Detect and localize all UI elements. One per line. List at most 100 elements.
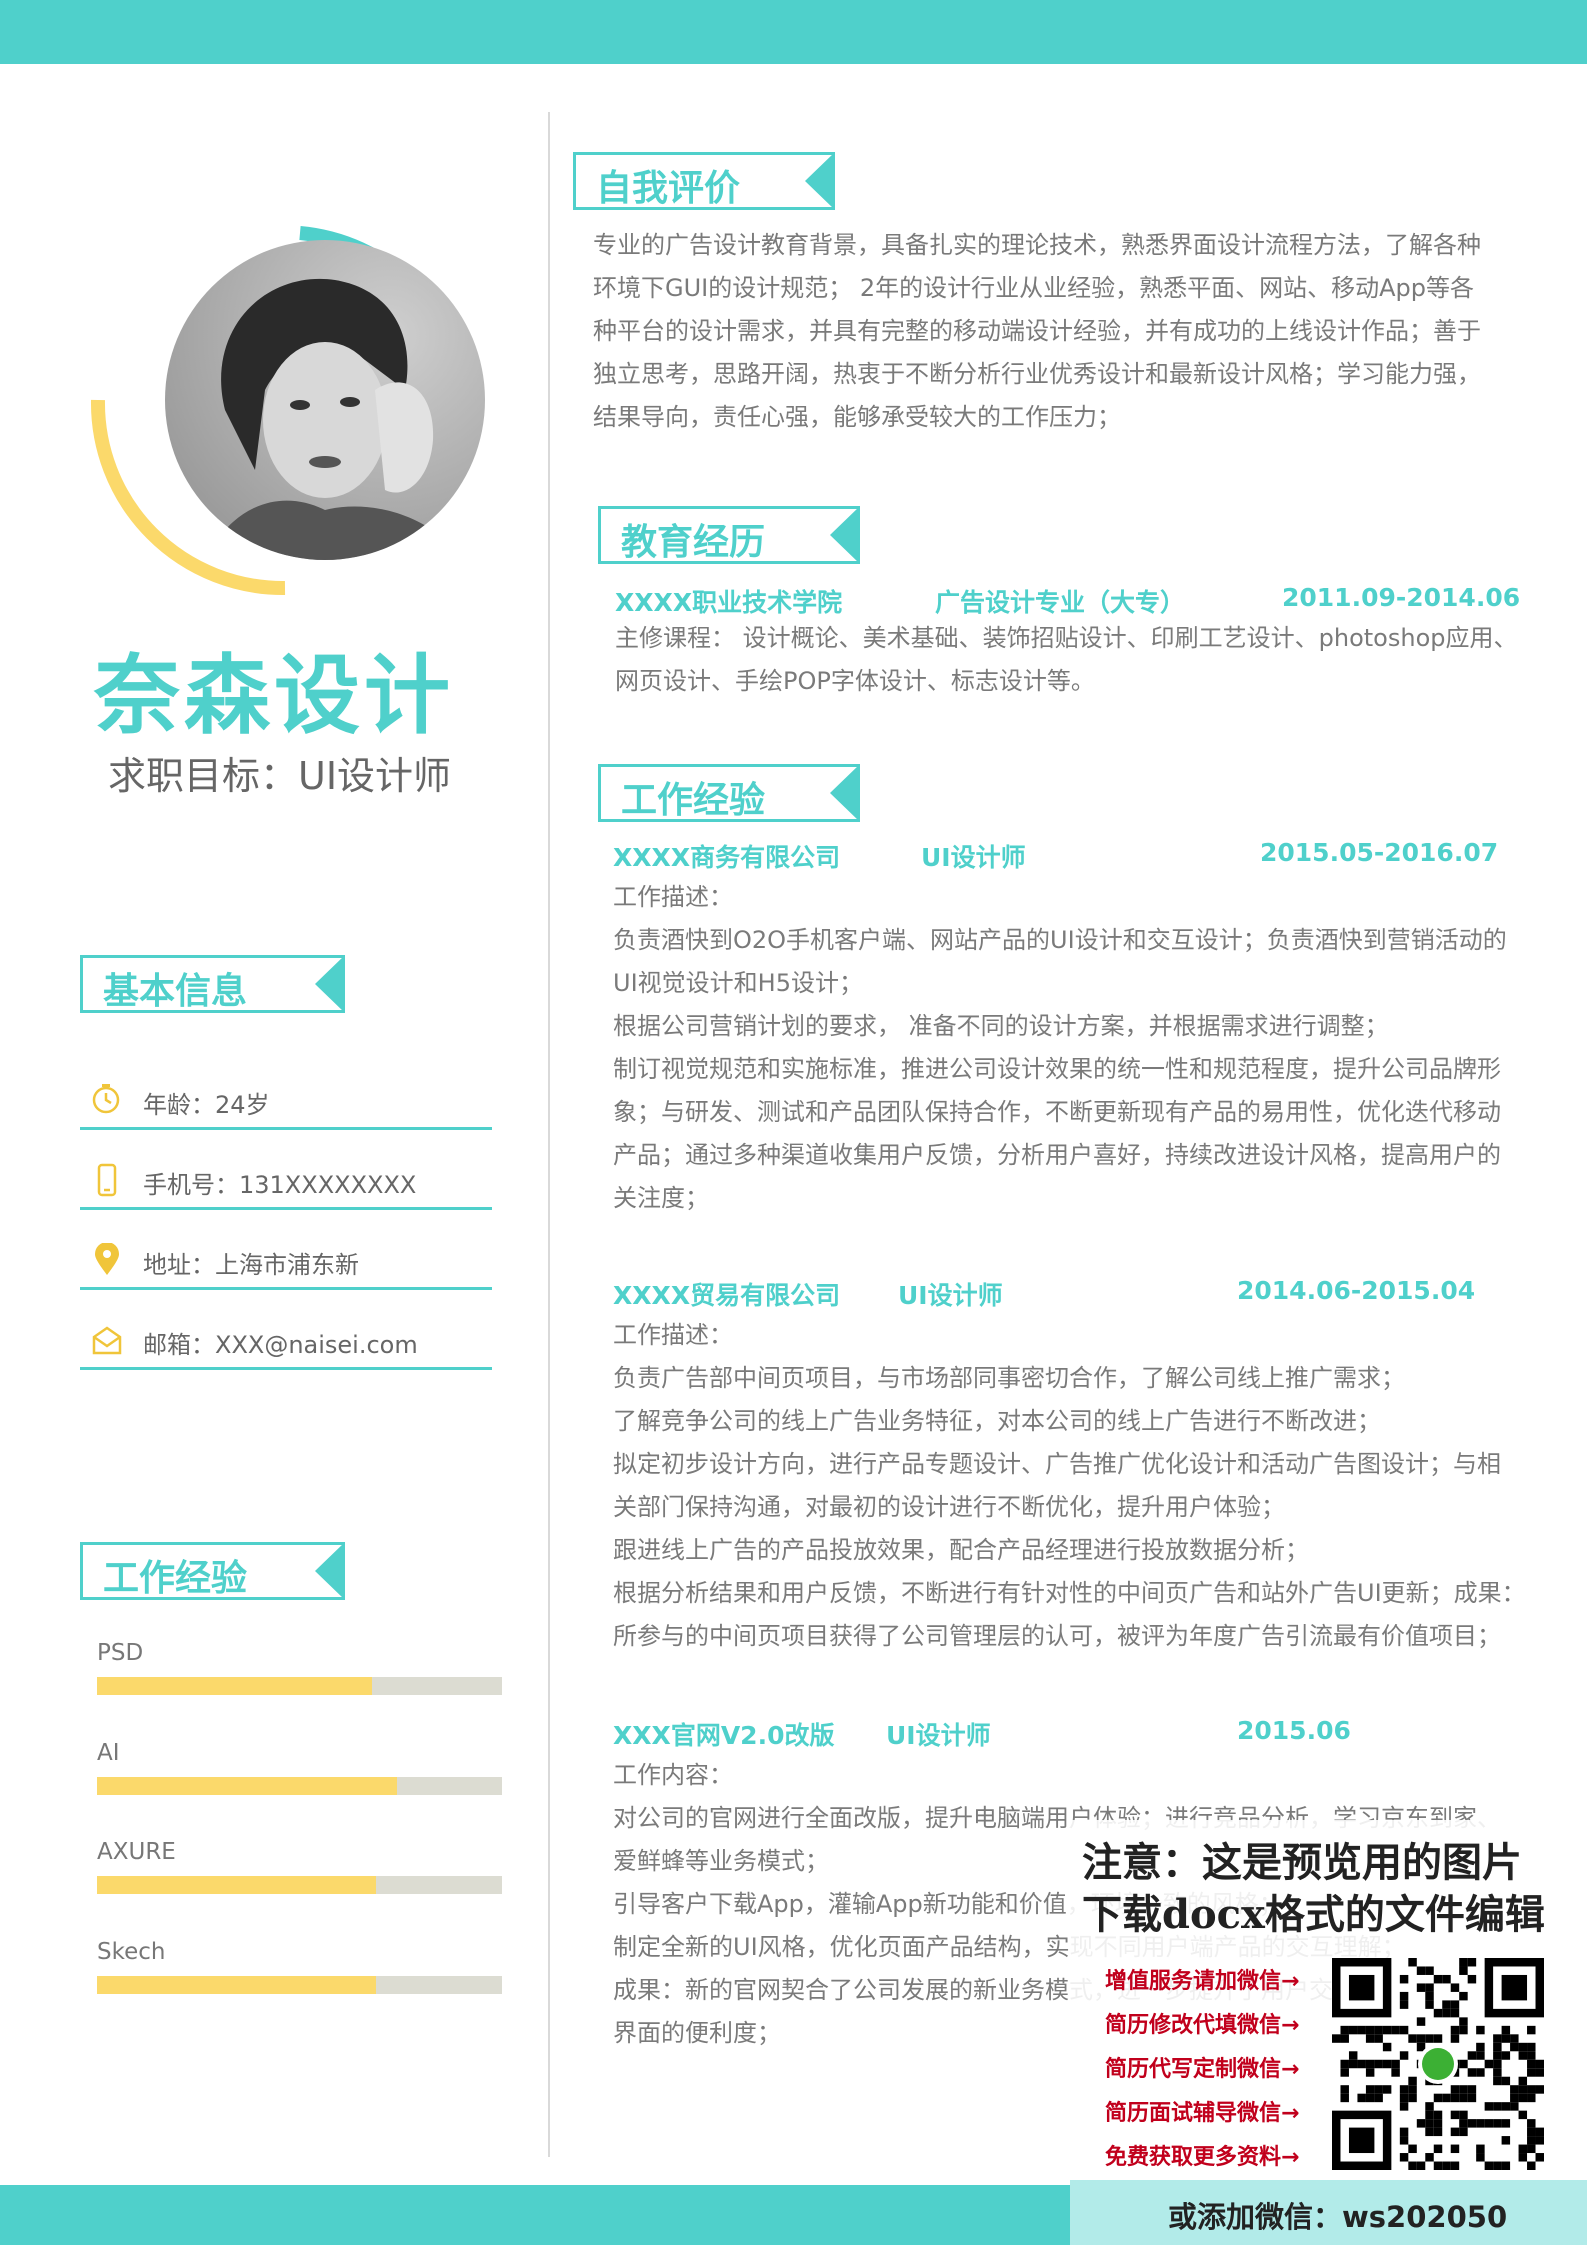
text-line: 专业的广告设计教育背景，具备扎实的理论技术，熟悉界面设计流程方法，了解各种 xyxy=(593,231,1481,259)
skill-bar xyxy=(97,1976,502,1994)
text-line: 产品；通过多种渠道收集用户反馈，分析用户喜好，持续改进设计风格，提高用户的 xyxy=(613,1141,1501,1169)
text-line: 界面的便利度； xyxy=(613,2019,781,2047)
text-line: 种平台的设计需求，并具有完整的移动端设计经验，并有成功的上线设计作品；善于 xyxy=(593,317,1481,345)
skill-name: AI xyxy=(97,1740,120,1766)
info-text: 年龄：24岁 xyxy=(143,1091,270,1119)
text-line: 独立思考，思路开阔，热衷于不断分析行业优秀设计和最新设计风格；学习能力强， xyxy=(593,360,1481,388)
skill-name: PSD xyxy=(97,1640,144,1666)
section-title: 工作经验 xyxy=(621,780,766,821)
tag-arrow-icon xyxy=(315,955,345,1013)
tag-arrow-icon xyxy=(830,764,860,822)
skill-level xyxy=(97,1777,397,1795)
info-text: 地址：上海市浦东新 xyxy=(143,1251,359,1279)
job-company: XXX官网V2.0改版 xyxy=(613,1721,835,1750)
job-description: 工作描述： 负责酒快到O2O手机客户端、网站产品的UI设计和交互设计；负责酒快到… xyxy=(613,876,1507,1220)
info-age: 年龄：24岁 xyxy=(80,1077,492,1130)
text-line: 工作描述： xyxy=(613,883,733,911)
text-line: 工作内容： xyxy=(613,1761,733,1789)
info-text: 手机号：131XXXXXXXX xyxy=(143,1171,417,1199)
skill-skech: Skech xyxy=(97,1939,502,1994)
watermark-link[interactable]: 简历面试辅导微信→ xyxy=(1105,2101,1300,2126)
job-role: UI设计师 xyxy=(886,1721,991,1750)
tag-arrow-icon xyxy=(830,506,860,564)
job-company: XXXX商务有限公司 xyxy=(613,843,841,872)
text-line: 制订视觉规范和实施标准，推进公司设计效果的统一性和规范程度，提升公司品牌形 xyxy=(613,1055,1501,1083)
section-education: 教育经历 xyxy=(598,506,860,564)
section-self-eval: 自我评价 xyxy=(573,152,835,210)
skill-ai: AI xyxy=(97,1740,502,1795)
section-title: 自我评价 xyxy=(596,168,741,209)
edu-courses: 主修课程： 设计概论、美术基础、装饰招贴设计、印刷工艺设计、photoshop应… xyxy=(615,617,1517,703)
watermark-notice: 下载docx格式的文件编辑 xyxy=(1082,1891,1545,1938)
skill-level xyxy=(97,1677,373,1695)
section-work: 工作经验 xyxy=(598,764,860,822)
edu-dates: 2011.09-2014.06 xyxy=(1282,583,1521,612)
top-banner xyxy=(0,0,1587,64)
skill-level xyxy=(97,1976,377,1994)
text-line: 拟定初步设计方向，进行产品专题设计、广告推广优化设计和活动广告图设计；与相 xyxy=(613,1450,1501,1478)
text-line: 负责酒快到O2O手机客户端、网站产品的UI设计和交互设计；负责酒快到营销活动的 xyxy=(613,926,1507,954)
watermark-link[interactable]: 免费获取更多资料→ xyxy=(1105,2145,1300,2170)
text-line: 关部门保持沟通，对最初的设计进行不断优化，提升用户体验； xyxy=(613,1493,1285,1521)
candidate-name: 奈森设计 xyxy=(94,646,454,746)
edu-school: XXXX职业技术学院 xyxy=(615,588,843,617)
job-role: UI设计师 xyxy=(898,1281,1003,1310)
text-line: 主修课程： 设计概论、美术基础、装饰招贴设计、印刷工艺设计、photoshop应… xyxy=(615,624,1518,652)
text-line: 工作描述： xyxy=(613,1321,733,1349)
watermark-links: 增值服务请加微信→ 简历修改代填微信→ 简历代写定制微信→ 简历面试辅导微信→ … xyxy=(1105,1963,1299,2183)
mail-icon xyxy=(92,1323,122,1357)
text-line: 网页设计、手绘POP字体设计、标志设计等。 xyxy=(615,667,1095,695)
section-skills: 工作经验 xyxy=(80,1542,345,1600)
tag-arrow-icon xyxy=(315,1542,345,1600)
watermark-link[interactable]: 简历代写定制微信→ xyxy=(1105,2057,1300,2082)
job-target: 求职目标：UI设计师 xyxy=(108,754,452,798)
text-line: 跟进线上广告的产品投放效果，配合产品经理进行投放数据分析； xyxy=(613,1536,1309,1564)
text-line: 结果导向，责任心强，能够承受较大的工作压力； xyxy=(593,403,1121,431)
info-text: 邮箱：XXX@naisei.com xyxy=(143,1331,418,1359)
text-line: 环境下GUI的设计规范； 2年的设计行业从业经验，熟悉平面、网站、移动App等各 xyxy=(593,274,1475,302)
text-line: 负责广告部中间页项目，与市场部同事密切合作，了解公司线上推广需求； xyxy=(613,1364,1405,1392)
text-line: UI视觉设计和H5设计； xyxy=(613,969,863,997)
skill-bar xyxy=(97,1777,502,1795)
tag-arrow-icon xyxy=(805,152,835,210)
section-title: 工作经验 xyxy=(103,1558,248,1599)
section-basic-info: 基本信息 xyxy=(80,955,345,1013)
text-line: 了解竞争公司的线上广告业务特征，对本公司的线上广告进行不断改进； xyxy=(613,1407,1381,1435)
job-dates: 2014.06-2015.04 xyxy=(1237,1276,1476,1305)
avatar xyxy=(90,220,485,610)
text-line: 象；与研发、测试和产品团队保持合作，不断更新现有产品的易用性，优化迭代移动 xyxy=(613,1098,1501,1126)
skill-name: Skech xyxy=(97,1939,166,1965)
text-line: 根据分析结果和用户反馈，不断进行有针对性的中间页广告和站外广告UI更新；成果： xyxy=(613,1579,1526,1607)
skill-bar xyxy=(97,1876,502,1894)
text-line: 所参与的中间页项目获得了公司管理层的认可，被评为年度广告引流最有价值项目； xyxy=(613,1622,1501,1650)
job-dates: 2015.05-2016.07 xyxy=(1260,838,1499,867)
wechat-id: 或添加微信：ws202050 xyxy=(1168,2200,1508,2234)
column-divider xyxy=(548,112,550,2157)
job-dates: 2015.06 xyxy=(1237,1716,1351,1745)
section-title: 基本信息 xyxy=(103,971,248,1012)
text-line: 根据公司营销计划的要求， 准备不同的设计方案，并根据需求进行调整； xyxy=(613,1012,1389,1040)
profile-photo xyxy=(165,240,485,560)
skill-psd: PSD xyxy=(97,1640,502,1695)
job-role: UI设计师 xyxy=(921,843,1026,872)
text-line: 关注度； xyxy=(613,1184,709,1212)
phone-icon xyxy=(92,1163,122,1197)
location-pin-icon xyxy=(92,1242,122,1277)
clock-icon xyxy=(92,1083,122,1117)
skill-axure: AXURE xyxy=(97,1839,502,1894)
watermark-link[interactable]: 简历修改代填微信→ xyxy=(1105,2013,1300,2038)
job-company: XXXX贸易有限公司 xyxy=(613,1281,841,1310)
edu-major: 广告设计专业（大专） xyxy=(935,588,1186,617)
watermark-link[interactable]: 增值服务请加微信→ xyxy=(1105,1969,1300,1994)
info-address: 地址：上海市浦东新 xyxy=(80,1237,492,1290)
qr-code-icon xyxy=(1332,1958,1544,2170)
text-line: 爱鲜蜂等业务模式； xyxy=(613,1847,829,1875)
skill-name: AXURE xyxy=(97,1839,176,1865)
self-eval-text: 专业的广告设计教育背景，具备扎实的理论技术，熟悉界面设计流程方法，了解各种 环境… xyxy=(593,224,1481,439)
skill-level xyxy=(97,1876,377,1894)
job-description: 工作描述： 负责广告部中间页项目，与市场部同事密切合作，了解公司线上推广需求； … xyxy=(613,1314,1526,1658)
section-title: 教育经历 xyxy=(621,522,766,563)
watermark-notice: 注意：这是预览用的图片 xyxy=(1082,1839,1522,1886)
preview-watermark: 注意：这是预览用的图片 下载docx格式的文件编辑 增值服务请加微信→ 简历修改… xyxy=(1070,1820,1587,2245)
watermark-footer: 或添加微信：ws202050 xyxy=(1070,2180,1587,2245)
